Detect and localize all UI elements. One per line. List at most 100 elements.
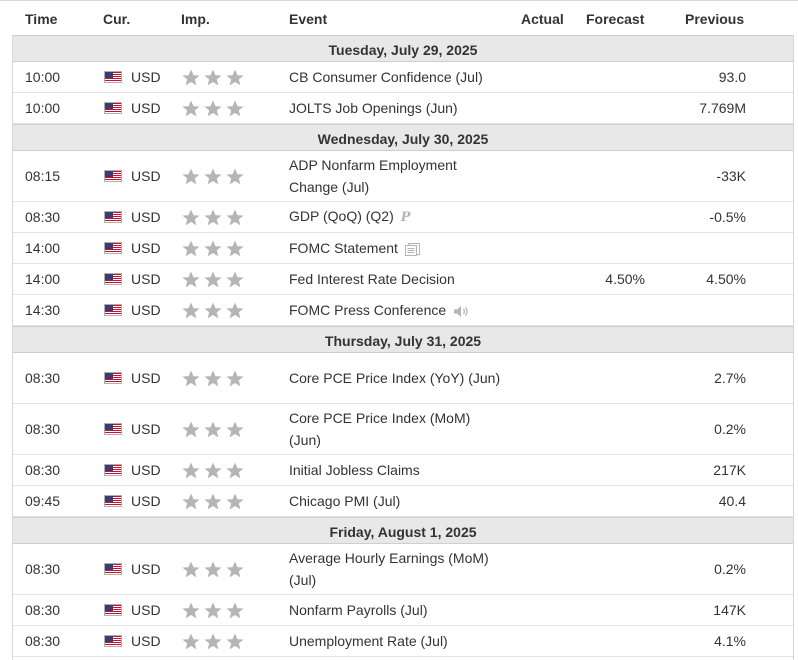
star-icon — [226, 100, 244, 116]
importance-stars — [182, 353, 244, 403]
event-name[interactable]: Core PCE Price Index (YoY) (Jun) — [289, 370, 501, 386]
event-currency: USD — [131, 493, 161, 509]
importance-stars — [182, 62, 244, 92]
event-cell[interactable]: CB Consumer Confidence (Jul) — [289, 62, 504, 92]
event-cell[interactable]: Average Hourly Earnings (MoM) (Jul) — [289, 544, 504, 594]
event-cell[interactable]: Nonfarm Payrolls (Jul) — [289, 595, 504, 625]
star-icon — [226, 421, 244, 437]
event-row[interactable]: 10:00 USD CB Consumer Confidence (Jul) 93.0 — [13, 62, 793, 93]
star-icon — [204, 240, 222, 256]
star-icon — [226, 209, 244, 225]
event-cell[interactable]: ADP Nonfarm Employment Change (Jul) — [289, 151, 504, 201]
event-row[interactable]: 08:30 USD Unemployment Rate (Jul) 4.1% — [13, 626, 793, 657]
header-event[interactable]: Event — [289, 11, 328, 27]
event-currency: USD — [131, 370, 161, 386]
header-importance[interactable]: Imp. — [181, 11, 210, 27]
event-name[interactable]: Unemployment Rate (Jul) — [289, 633, 448, 649]
event-forecast — [553, 353, 645, 403]
event-forecast — [553, 595, 645, 625]
event-time: 08:30 — [25, 209, 61, 225]
star-icon — [226, 240, 244, 256]
event-cell[interactable]: FOMC Press Conference — [289, 295, 504, 325]
event-forecast — [553, 151, 645, 201]
star-icon — [226, 271, 244, 287]
star-icon — [226, 493, 244, 509]
event-previous: 0.2% — [714, 421, 746, 437]
event-name[interactable]: Fed Interest Rate Decision — [289, 271, 455, 287]
event-cell[interactable]: Unemployment Rate (Jul) — [289, 626, 504, 656]
us-flag-icon — [104, 62, 122, 92]
event-cell[interactable]: FOMC Statement — [289, 233, 504, 263]
header-forecast[interactable]: Forecast — [586, 11, 645, 27]
event-currency: USD — [131, 602, 161, 618]
event-forecast — [553, 544, 645, 594]
star-icon — [182, 69, 200, 85]
header-time[interactable]: Time — [25, 11, 58, 27]
event-cell[interactable]: Initial Jobless Claims — [289, 455, 504, 485]
event-name[interactable]: JOLTS Job Openings (Jun) — [289, 100, 458, 116]
document-icon[interactable] — [404, 242, 420, 256]
event-cell[interactable]: Fed Interest Rate Decision — [289, 264, 504, 294]
star-icon — [204, 421, 222, 437]
event-cell[interactable]: JOLTS Job Openings (Jun) — [289, 93, 504, 123]
event-name[interactable]: GDP (QoQ) (Q2) — [289, 208, 394, 225]
us-flag-icon — [104, 295, 122, 325]
importance-stars — [182, 233, 244, 263]
star-icon — [226, 462, 244, 478]
us-flag-icon — [104, 264, 122, 294]
importance-stars — [182, 595, 244, 625]
star-icon — [226, 302, 244, 318]
star-icon — [204, 370, 222, 386]
importance-stars — [182, 404, 244, 454]
event-row[interactable]: 08:30 USD GDP (QoQ) (Q2) P -0.5% — [13, 202, 793, 233]
event-currency: USD — [131, 100, 161, 116]
importance-stars — [182, 455, 244, 485]
event-previous: 147K — [713, 602, 746, 618]
event-name[interactable]: FOMC Press Conference — [289, 302, 447, 318]
event-row[interactable]: 14:00 USD FOMC Statement — [13, 233, 793, 264]
star-icon — [204, 493, 222, 509]
star-icon — [226, 602, 244, 618]
event-forecast: 4.50% — [605, 271, 645, 287]
event-cell[interactable]: Core PCE Price Index (MoM) (Jun) — [289, 404, 504, 454]
event-name[interactable]: Nonfarm Payrolls (Jul) — [289, 602, 428, 618]
event-time: 08:30 — [25, 602, 61, 618]
event-cell[interactable]: Chicago PMI (Jul) — [289, 486, 504, 516]
event-row[interactable]: 09:45 USD Chicago PMI (Jul) 40.4 — [13, 486, 793, 517]
event-row[interactable]: 08:15 USD ADP Nonfarm Employment Change (J… — [13, 151, 793, 202]
speaker-icon[interactable] — [453, 305, 470, 318]
event-row[interactable]: 10:00 USD JOLTS Job Openings (Jun) 7.769M — [13, 93, 793, 124]
event-time: 08:30 — [25, 462, 61, 478]
event-name[interactable]: Core PCE Price Index (MoM) (Jun) — [289, 410, 471, 448]
date-separator: Thursday, July 31, 2025 — [13, 326, 793, 353]
header-previous[interactable]: Previous — [685, 11, 745, 27]
date-separator: Wednesday, July 30, 2025 — [13, 124, 793, 151]
event-name[interactable]: Chicago PMI (Jul) — [289, 493, 401, 509]
star-icon — [204, 633, 222, 649]
event-name[interactable]: Initial Jobless Claims — [289, 462, 420, 478]
event-previous — [653, 233, 746, 263]
event-currency: USD — [131, 561, 161, 577]
header-currency[interactable]: Cur. — [103, 11, 131, 27]
event-row[interactable]: 08:30 USD Core PCE Price Index (MoM) (Jun)… — [13, 404, 793, 455]
event-name[interactable]: Average Hourly Earnings (MoM) (Jul) — [289, 550, 489, 588]
event-row[interactable]: 08:30 USD Initial Jobless Claims 217K — [13, 455, 793, 486]
header-actual[interactable]: Actual — [521, 11, 564, 27]
preliminary-icon[interactable]: P — [400, 209, 411, 225]
event-row[interactable]: 14:00 USD Fed Interest Rate Decision 4.50% 4… — [13, 264, 793, 295]
importance-stars — [182, 202, 244, 232]
importance-stars — [182, 151, 244, 201]
star-icon — [226, 168, 244, 184]
event-cell[interactable]: GDP (QoQ) (Q2) P — [289, 202, 504, 232]
event-row[interactable]: 08:30 USD Average Hourly Earnings (MoM) (J… — [13, 544, 793, 595]
event-name[interactable]: FOMC Statement — [289, 240, 398, 256]
us-flag-icon — [104, 486, 122, 516]
star-icon — [204, 561, 222, 577]
event-name[interactable]: ADP Nonfarm Employment Change (Jul) — [289, 157, 457, 195]
event-row[interactable]: 08:30 USD Nonfarm Payrolls (Jul) 147K — [13, 595, 793, 626]
event-name[interactable]: CB Consumer Confidence (Jul) — [289, 69, 483, 85]
event-row[interactable]: 14:30 USD FOMC Press Conference — [13, 295, 793, 326]
event-currency: USD — [131, 209, 161, 225]
event-row[interactable]: 08:30 USD Core PCE Price Index (YoY) (Jun)… — [13, 353, 793, 404]
event-cell[interactable]: Core PCE Price Index (YoY) (Jun) — [289, 353, 504, 403]
